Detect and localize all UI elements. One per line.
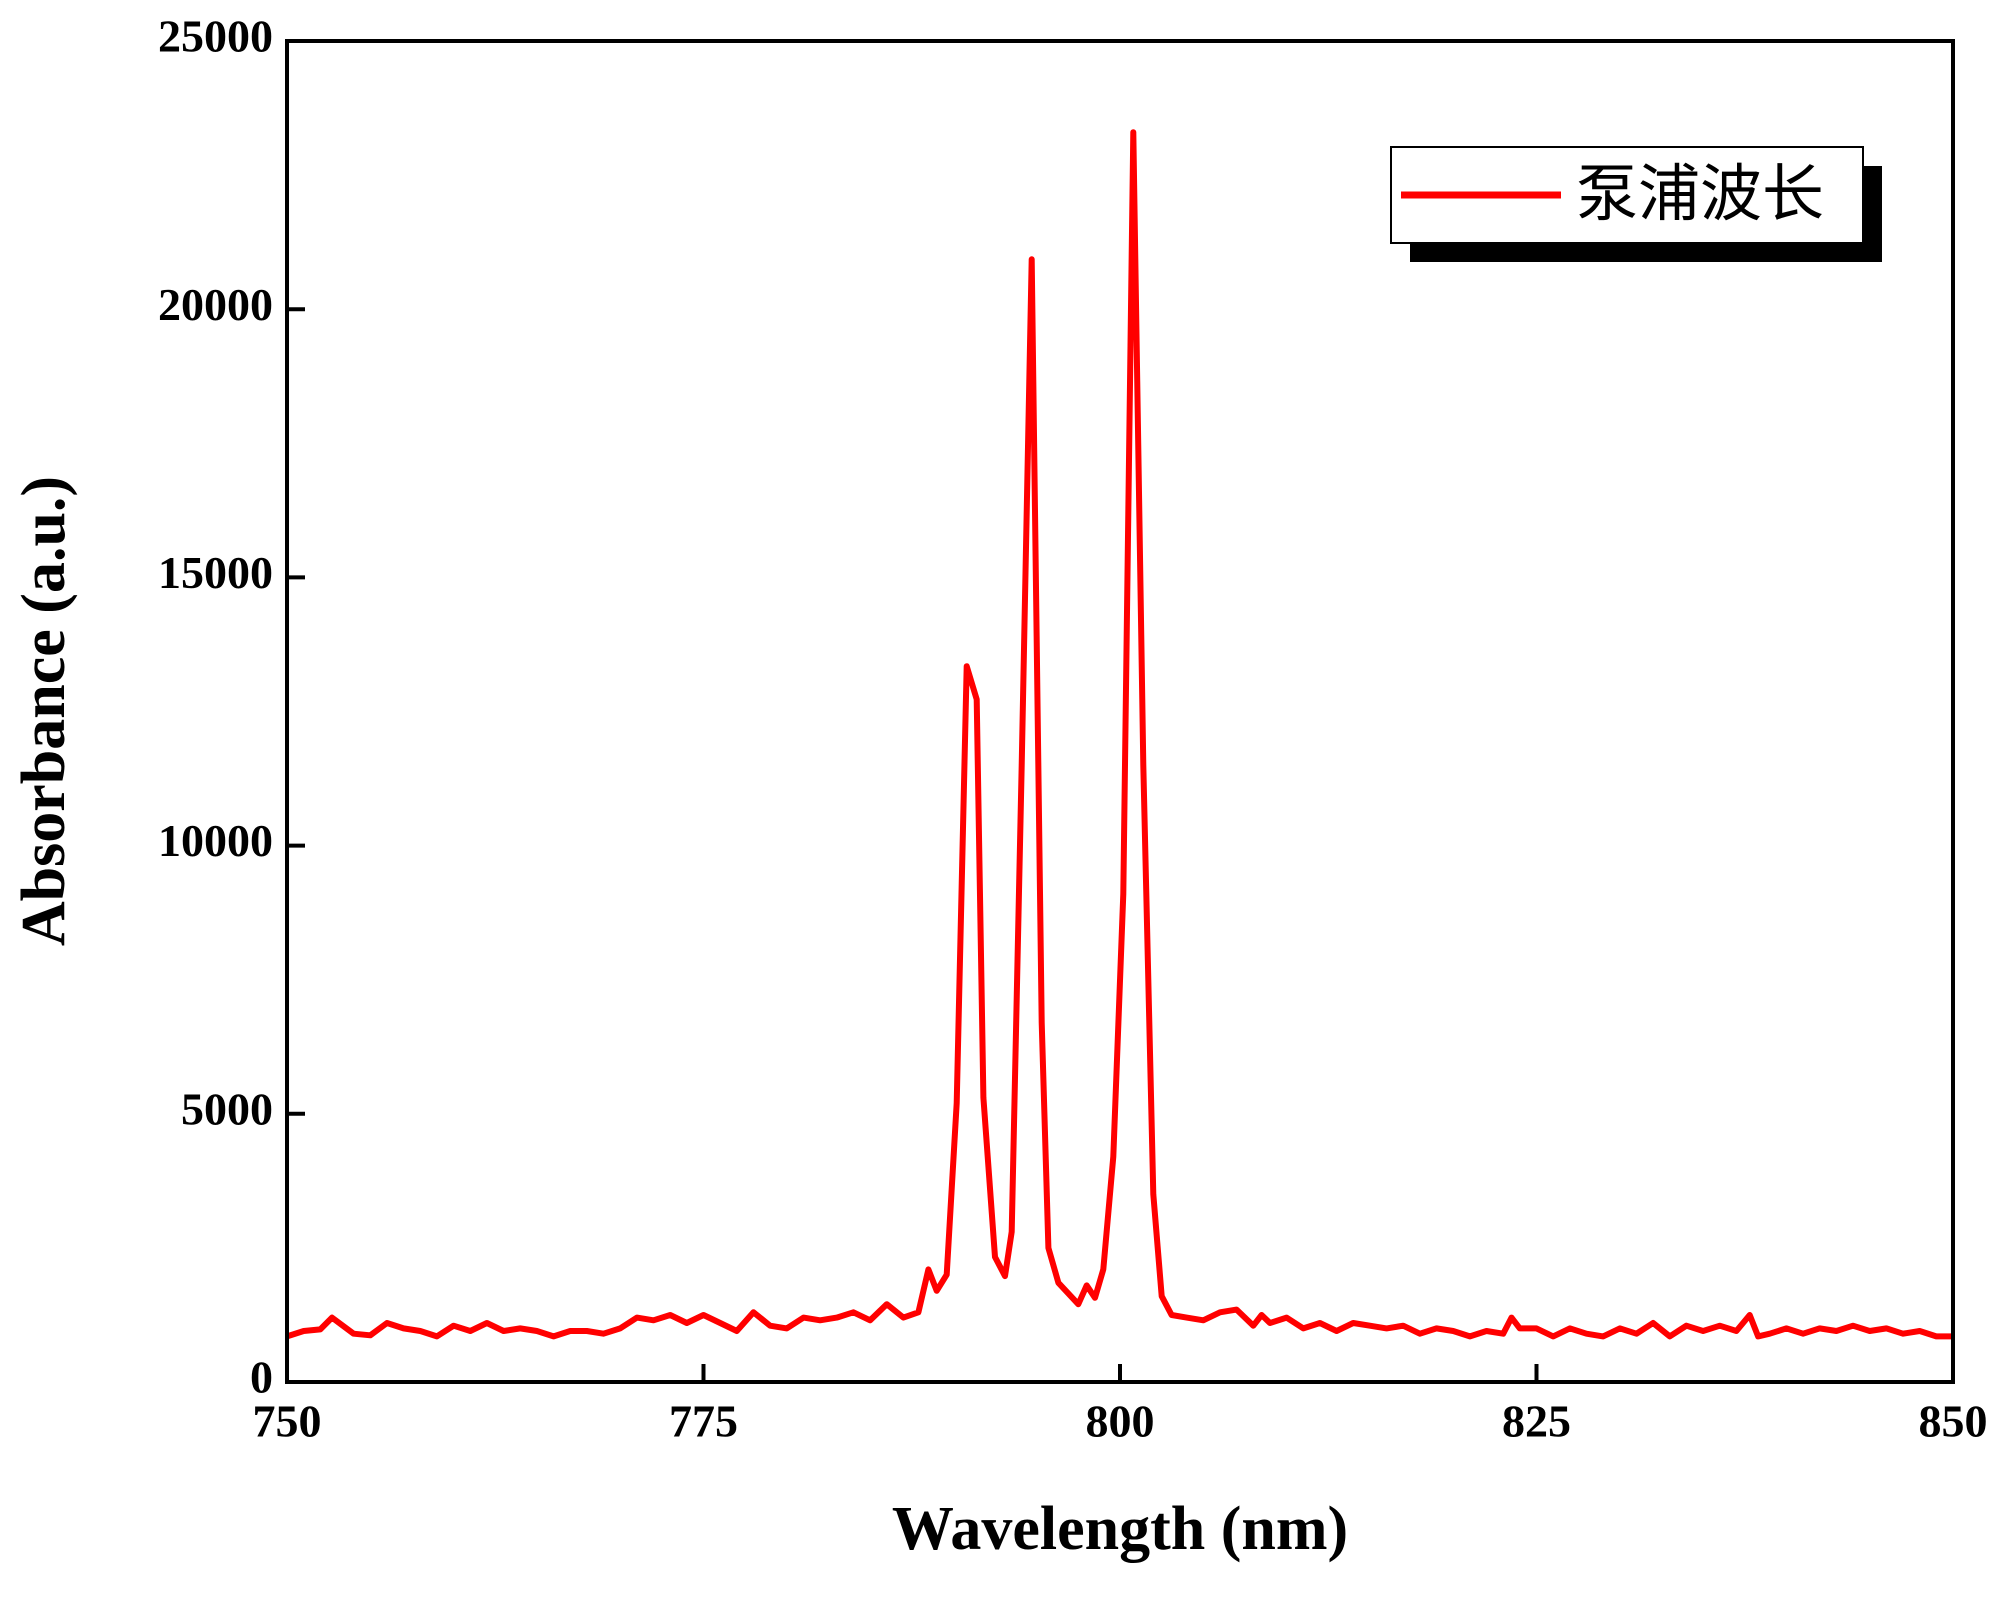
plot-frame: [285, 39, 1955, 1384]
y-tick-label: 20000: [158, 279, 273, 330]
x-tick-label: 750: [253, 1396, 322, 1447]
y-tick-label: 0: [250, 1352, 273, 1403]
x-tick-label: 800: [1086, 1396, 1155, 1447]
x-tick-label: 850: [1919, 1396, 1988, 1447]
y-tick-label: 15000: [158, 547, 273, 598]
data-line: [286, 129, 1953, 1340]
x-tick-label: 775: [669, 1396, 738, 1447]
y-tick-label: 10000: [158, 815, 273, 866]
legend-label: 泵浦波长: [1576, 157, 1824, 230]
y-axis-label: Absorbance (a.u.): [10, 476, 78, 946]
x-tick-label: 825: [1502, 1396, 1571, 1447]
x-axis-label: Wavelength (nm): [892, 1495, 1348, 1563]
y-tick-label: 5000: [181, 1083, 273, 1134]
y-tick-label: 25000: [158, 11, 273, 62]
